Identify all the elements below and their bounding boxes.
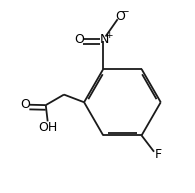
Text: O: O — [115, 10, 125, 23]
Text: −: − — [121, 7, 130, 17]
Text: O: O — [20, 98, 30, 111]
Text: +: + — [105, 31, 113, 40]
Text: O: O — [74, 33, 84, 46]
Text: OH: OH — [38, 121, 57, 134]
Text: F: F — [154, 147, 161, 161]
Text: N: N — [99, 33, 109, 46]
